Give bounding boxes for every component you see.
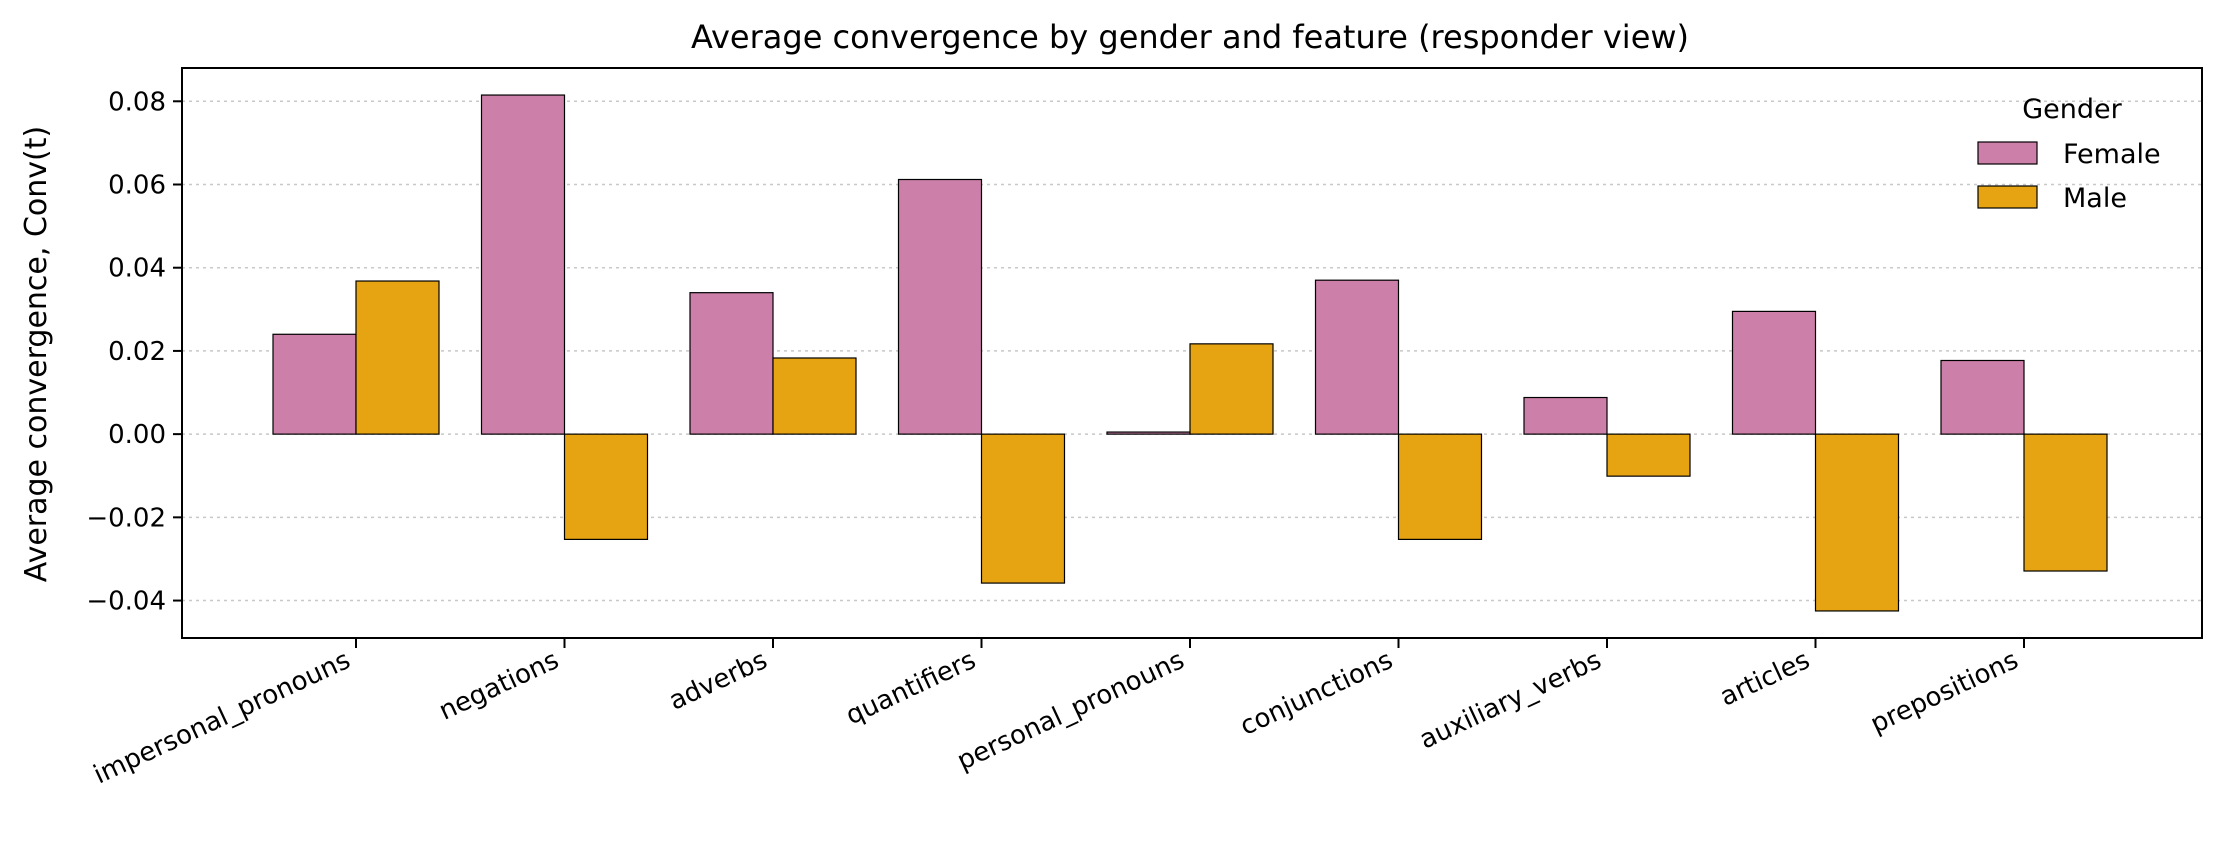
y-axis-label: Average convergence, Conv(t) [19, 126, 54, 582]
bar-male-articles [1814, 433, 1900, 612]
legend-label-male: Male [2063, 183, 2127, 214]
bar-male-quantifiers [980, 433, 1066, 584]
y-tick-label: 0.00 [108, 420, 166, 450]
y-tick-label: −0.02 [86, 503, 166, 533]
bar-female-negations [480, 94, 566, 435]
legend-swatch-male [1977, 185, 2038, 209]
bar-male-prepositions [2023, 433, 2108, 572]
x-tick-label: impersonal_pronouns [89, 645, 355, 790]
y-tick-label: 0.04 [108, 254, 166, 284]
bar-male-personal_pronouns [1189, 343, 1274, 435]
plot-frame [181, 67, 2203, 639]
x-tick-label: prepositions [1866, 645, 2023, 739]
x-axis: impersonal_pronouns negations adverbs quant… [89, 638, 2025, 790]
chart-title: Average convergence by gender and featur… [691, 18, 1689, 56]
bar-female-prepositions [1940, 359, 2025, 435]
bar-male-conjunctions [1397, 433, 1483, 540]
bar-male-impersonal_pronouns [355, 280, 440, 435]
legend-title: Gender [2022, 94, 2122, 125]
legend-swatch-female [1977, 141, 2038, 165]
bar-female-conjunctions [1314, 279, 1400, 435]
bar-male-adverbs [772, 357, 857, 435]
legend-label-female: Female [2063, 139, 2161, 170]
bar-female-articles [1731, 310, 1817, 435]
x-tick-label: auxiliary_verbs [1415, 645, 1606, 755]
bar-female-personal_pronouns [1106, 431, 1191, 435]
x-tick-label: negations [435, 645, 564, 726]
bar-female-quantifiers [897, 178, 983, 435]
bar-male-negations [563, 433, 649, 540]
x-tick-label: adverbs [665, 645, 772, 716]
bars [272, 94, 2108, 612]
legend: Gender Female Male [1977, 94, 2161, 214]
y-tick-label: 0.02 [108, 337, 166, 367]
x-tick-label: quantifiers [841, 645, 980, 731]
bar-male-auxiliary_verbs [1606, 433, 1691, 477]
x-tick-label: articles [1716, 645, 1815, 712]
bar-female-adverbs [689, 292, 774, 435]
y-tick-label: −0.04 [86, 587, 166, 617]
bar-female-auxiliary_verbs [1523, 396, 1608, 435]
x-tick-label: personal_pronouns [953, 645, 1189, 776]
x-tick-label: conjunctions [1236, 645, 1398, 742]
y-tick-label: 0.06 [108, 170, 166, 200]
y-axis: −0.04 −0.02 0.00 0.02 0.04 0.06 0.08 [86, 87, 182, 617]
bar-female-impersonal_pronouns [272, 333, 357, 435]
y-tick-label: 0.08 [108, 87, 166, 117]
